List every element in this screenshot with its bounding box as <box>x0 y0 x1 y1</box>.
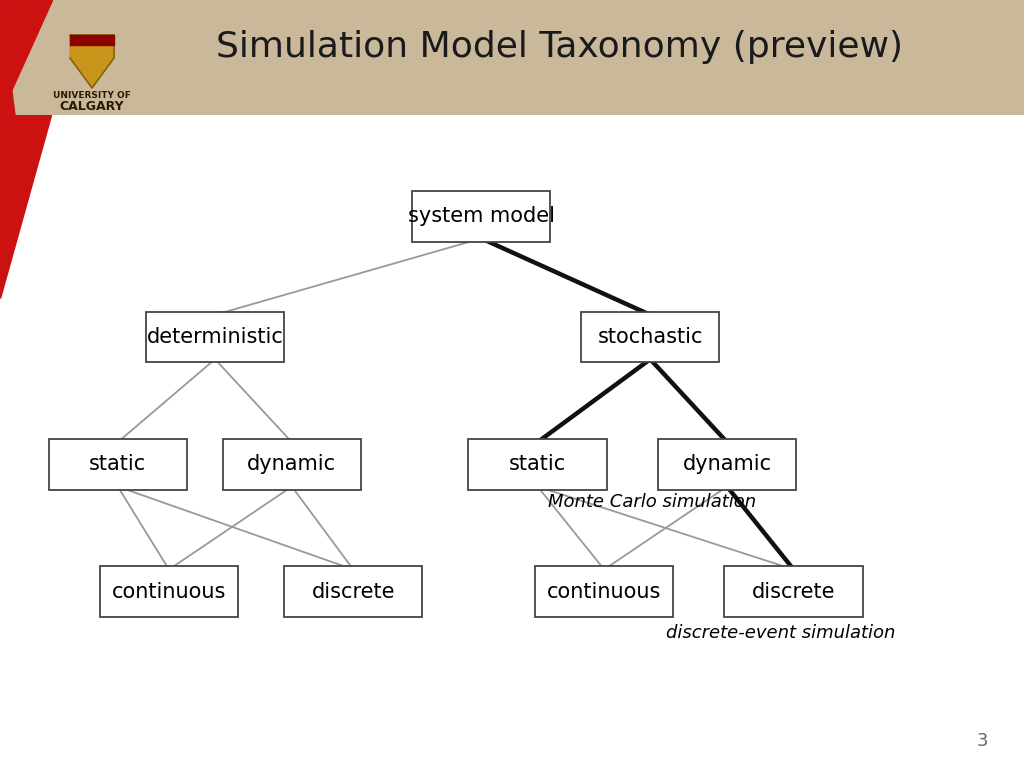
Text: discrete: discrete <box>311 581 395 601</box>
FancyBboxPatch shape <box>49 439 187 490</box>
Polygon shape <box>0 0 15 115</box>
Text: static: static <box>89 455 146 475</box>
FancyBboxPatch shape <box>222 439 360 490</box>
Text: dynamic: dynamic <box>247 455 337 475</box>
Text: CALGARY: CALGARY <box>59 101 124 114</box>
Text: system model: system model <box>408 207 555 227</box>
Text: deterministic: deterministic <box>146 327 284 347</box>
Text: continuous: continuous <box>112 581 226 601</box>
FancyBboxPatch shape <box>412 190 551 242</box>
Polygon shape <box>70 35 114 88</box>
FancyBboxPatch shape <box>535 566 674 617</box>
Text: 3: 3 <box>977 732 988 750</box>
Text: UNIVERSITY OF: UNIVERSITY OF <box>53 91 131 100</box>
FancyBboxPatch shape <box>657 439 797 490</box>
FancyBboxPatch shape <box>725 566 862 617</box>
Text: discrete-event simulation: discrete-event simulation <box>666 624 895 642</box>
FancyBboxPatch shape <box>582 312 719 362</box>
Text: stochastic: stochastic <box>597 327 703 347</box>
FancyBboxPatch shape <box>145 312 284 362</box>
Text: continuous: continuous <box>547 581 662 601</box>
FancyBboxPatch shape <box>284 566 422 617</box>
Text: static: static <box>509 455 566 475</box>
Text: dynamic: dynamic <box>682 455 772 475</box>
Polygon shape <box>0 0 52 115</box>
Text: discrete: discrete <box>752 581 836 601</box>
Text: Monte Carlo simulation: Monte Carlo simulation <box>548 492 756 511</box>
FancyBboxPatch shape <box>100 566 238 617</box>
Polygon shape <box>0 115 51 298</box>
Text: Simulation Model Taxonomy (preview): Simulation Model Taxonomy (preview) <box>216 30 903 64</box>
Bar <box>70 35 114 45</box>
FancyBboxPatch shape <box>469 439 606 490</box>
